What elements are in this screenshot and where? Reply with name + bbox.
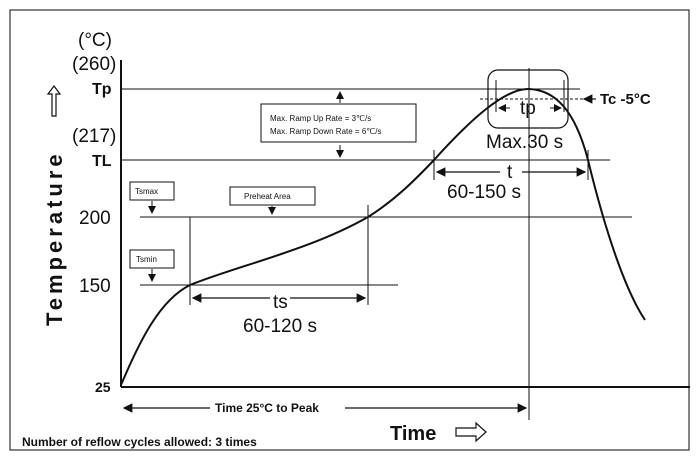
tp-range: Max.30 s [486, 132, 563, 153]
t-range: 60-150 s [447, 182, 521, 203]
tl-value: (217) [72, 126, 116, 147]
reflow-note: Number of reflow cycles allowed: 3 times [22, 435, 257, 449]
tp-window-box [487, 69, 569, 129]
x-axis-arrow-icon [455, 421, 487, 443]
ramp-up-text: Max. Ramp Up Rate = 3℃/s [270, 114, 371, 123]
preheat-label: Preheat Area [244, 192, 291, 201]
tc-label: Tc -5°C [600, 91, 651, 108]
tp-axis-label: Tp [92, 81, 112, 98]
ts-range: 60-120 s [243, 316, 317, 337]
reflow-curve [120, 87, 646, 386]
ts-label: ts [273, 292, 288, 313]
tsmin-box [129, 249, 175, 269]
diagram-frame [9, 9, 690, 451]
t-label: t [507, 162, 513, 183]
tsmax-box [129, 181, 175, 201]
tsmax-label: Tsmax [135, 187, 158, 196]
ramp-down-text: Max. Ramp Down Rate = 6℃/s [270, 127, 381, 136]
tick-150: 150 [79, 276, 111, 297]
tp-window-label: tp [520, 98, 536, 119]
tl-axis-label: TL [92, 153, 112, 170]
preheat-box [229, 186, 316, 206]
time-to-peak-label: Time 25°C to Peak [215, 401, 319, 415]
tp-value: (260) [72, 54, 116, 75]
tsmin-label: Tsmin [136, 255, 157, 264]
x-axis-title: Time [390, 423, 436, 445]
tick-200: 200 [79, 208, 111, 229]
tick-25: 25 [95, 379, 111, 395]
y-axis-arrow-icon [46, 85, 62, 117]
y-axis-title: Temperature [42, 150, 67, 326]
unit-label: (°C) [78, 30, 112, 51]
ramp-rate-box [260, 103, 417, 143]
